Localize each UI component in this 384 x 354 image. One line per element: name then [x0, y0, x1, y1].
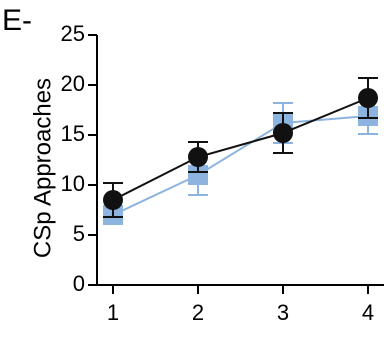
x-tick-label: 1 [107, 300, 119, 325]
data-point [103, 190, 123, 210]
series-layer [103, 77, 378, 225]
axes [88, 34, 384, 294]
series-line [112, 97, 369, 201]
series-circle [103, 77, 378, 218]
x-tick-label: 3 [277, 300, 289, 325]
tick-labels: 0 5 10 15 20 25 1 2 3 4 [61, 21, 375, 325]
y-tick-label: 20 [61, 71, 85, 96]
x-tick-label: 4 [362, 300, 374, 325]
data-point [358, 88, 378, 108]
y-tick-label: 0 [73, 271, 85, 296]
series-line [112, 115, 369, 216]
panel-label: E- [2, 4, 32, 37]
data-point [188, 165, 208, 185]
data-point [273, 123, 293, 143]
y-axis-label: CSp Approaches [29, 78, 56, 258]
y-tick-label: 5 [73, 221, 85, 246]
data-point [188, 147, 208, 167]
y-tick-label: 15 [61, 121, 85, 146]
y-tick-label: 25 [61, 21, 85, 46]
x-tick-label: 2 [192, 300, 204, 325]
y-tick-label: 10 [61, 171, 85, 196]
series-square [103, 97, 378, 225]
